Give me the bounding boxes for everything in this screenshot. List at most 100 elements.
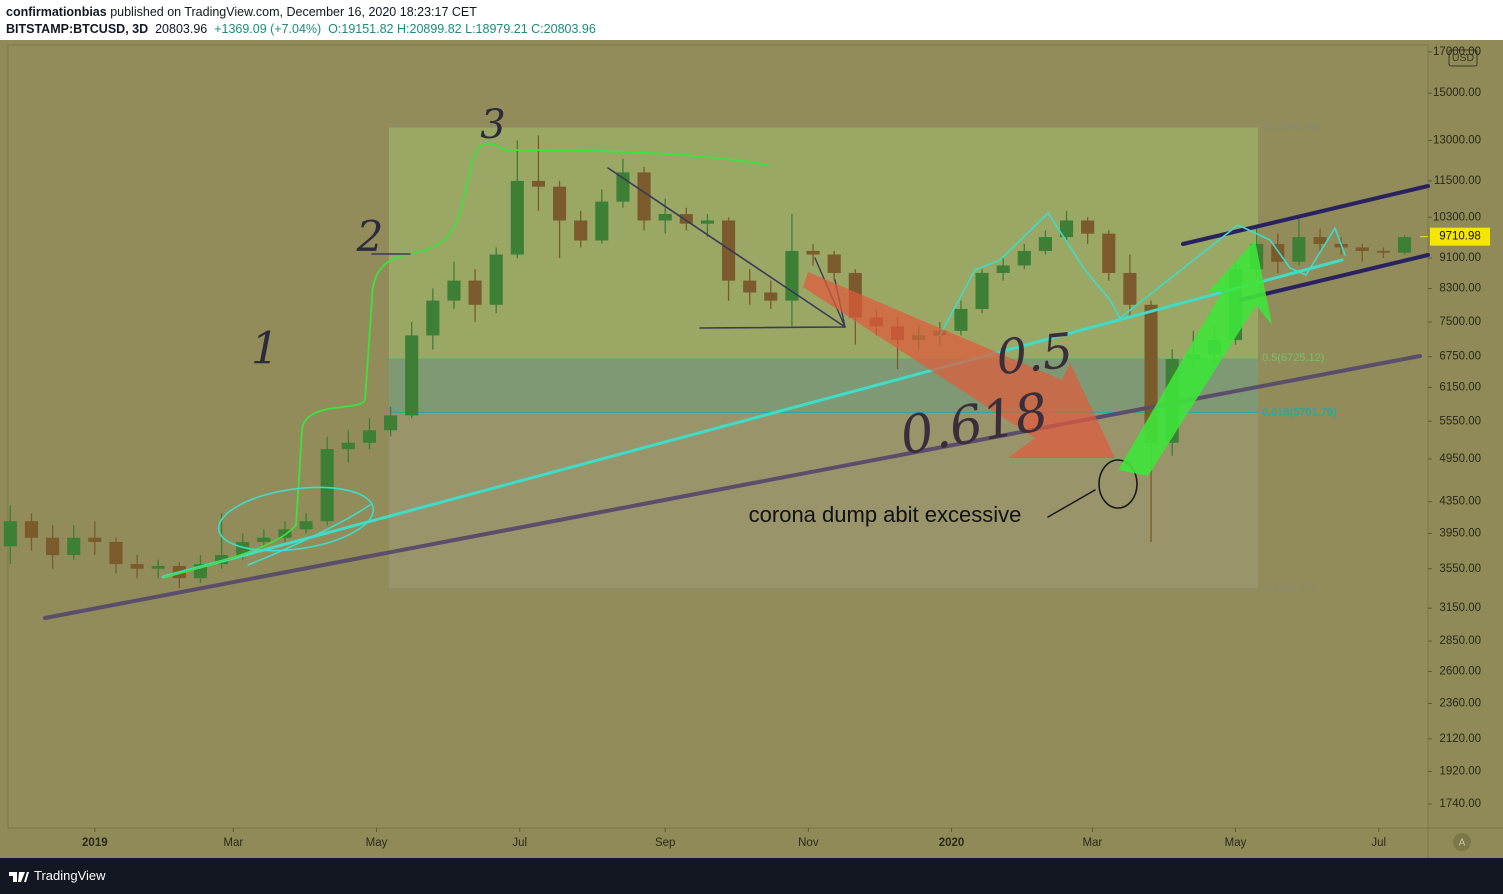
handwritten-05: 0.5 [994, 323, 1076, 387]
candle-body [996, 265, 1010, 273]
y-tick-label: 2850.00 [1439, 635, 1481, 647]
auto-scale-button[interactable] [1453, 833, 1471, 851]
y-tick-label: 4350.00 [1439, 496, 1481, 508]
handwritten-2: 2 [356, 212, 384, 261]
last-price-box [1430, 227, 1490, 246]
auto-scale-icon: A [1459, 838, 1466, 849]
drawings [43, 142, 1430, 620]
candle-body [1355, 247, 1369, 251]
candle-body [722, 220, 736, 281]
cyan-ellipse [217, 486, 375, 552]
candle-body [362, 430, 377, 443]
ohlc-close: C:20803.96 [531, 22, 596, 36]
cyan-stroke [247, 504, 371, 566]
y-tick-label: 8300.00 [1439, 283, 1481, 295]
candle-body [764, 292, 778, 301]
y-tick-label: 5550.00 [1439, 415, 1481, 427]
candle-body [278, 529, 292, 538]
x-tick-label: Mar [1082, 837, 1102, 849]
candle-body [151, 565, 165, 569]
y-tick-label: 13000.00 [1433, 134, 1481, 146]
candle-body [658, 214, 672, 221]
candle-body [637, 172, 651, 221]
candle-body [215, 555, 229, 565]
candle-body [1376, 250, 1390, 253]
annotation: corona dump abit excessive [749, 502, 1022, 527]
y-tick-label: 1740.00 [1439, 798, 1481, 810]
candle-body [1017, 250, 1031, 266]
currency-box [1448, 49, 1478, 67]
candle-body [299, 521, 313, 530]
candles-group [3, 135, 1412, 588]
candle-body [531, 180, 545, 187]
candle-body [130, 564, 144, 569]
annotation-pointer [1047, 489, 1096, 518]
ohlc-high: H:20899.82 [397, 22, 462, 36]
green-arrow [1118, 240, 1272, 476]
candle-body [785, 250, 799, 301]
x-tick-label: May [366, 837, 388, 849]
candle-body [257, 537, 271, 542]
candle-body [975, 272, 989, 309]
fib-label: 0.5(6725.12) [1262, 352, 1324, 364]
y-tick-label: 2120.00 [1439, 733, 1481, 745]
published: published on TradingView.com, December 1… [110, 5, 477, 19]
grid-group [94, 51, 1432, 832]
symbol: BITSTAMP:BTCUSD, 3D [6, 22, 149, 36]
trend-line [161, 258, 1344, 579]
handwritten-1: 1 [251, 324, 279, 375]
fib-group: 0(13540.96) 0.5(6725.12) 0.618(5701.79) 1(3… [389, 121, 1337, 595]
candle-body [1081, 220, 1095, 234]
candle-body [384, 415, 398, 431]
y-tick-label: 3150.00 [1439, 602, 1481, 614]
candle-body [1123, 272, 1137, 305]
y-tick-label: 11500.00 [1434, 175, 1481, 187]
candle-body [3, 521, 17, 547]
x-tick-label: Jul [1371, 837, 1386, 849]
candle-body [1397, 237, 1412, 253]
candle-body [827, 254, 841, 273]
candle-body [574, 220, 588, 241]
y-tick-label: 2600.00 [1439, 666, 1481, 678]
fib-zone-lower [389, 412, 1258, 589]
candle-body [553, 186, 567, 221]
candle-body [24, 521, 39, 538]
currency: USD [1452, 52, 1475, 64]
fib-label: 0(13540.96) [1262, 121, 1321, 133]
y-tick-label: 10300.00 [1433, 211, 1481, 223]
channel-top [1181, 184, 1430, 246]
y-tick-label: 2360.00 [1439, 697, 1481, 709]
chart: 0(13540.96) 0.5(6725.12) 0.618(5701.79) 1(3… [0, 40, 1503, 858]
red-arrow [803, 272, 1115, 458]
dump-circle [1098, 459, 1138, 509]
price: 20803.96 [155, 22, 208, 36]
wave-drawing [939, 212, 1346, 336]
candle-body [679, 214, 693, 224]
candle-body [1102, 233, 1116, 273]
header-line-2: BITSTAMP:BTCUSD, 3D 20803.96 +1369.09 (+… [6, 21, 596, 38]
candle-body [320, 449, 334, 522]
change: +1369.09 (+7.04%) [214, 22, 322, 36]
candle-body [426, 300, 440, 336]
y-tick-label: 9100.00 [1439, 252, 1481, 264]
brand: TradingView [34, 868, 106, 883]
x-tick-label: Sep [655, 837, 675, 849]
x-tick-label: 2020 [939, 837, 965, 849]
y-tick-label: 3950.00 [1439, 528, 1481, 540]
handwritten-3: 3 [480, 102, 505, 148]
candle-body [447, 280, 461, 301]
y-tick-label: 3550.00 [1439, 563, 1481, 575]
candle-body [46, 537, 60, 556]
y-tick-label: 4950.00 [1439, 453, 1481, 465]
freehand-path [164, 142, 769, 578]
x-tick-label: Mar [223, 837, 243, 849]
ohlc-low: L:18979.21 [465, 22, 528, 36]
candle-body [1313, 237, 1327, 244]
candle-body [341, 442, 355, 450]
candle-body [67, 537, 81, 556]
candle-body [88, 537, 102, 542]
x-tick-label: May [1225, 837, 1247, 849]
footer: TradingView [0, 858, 1503, 894]
candle-body [1292, 237, 1306, 262]
